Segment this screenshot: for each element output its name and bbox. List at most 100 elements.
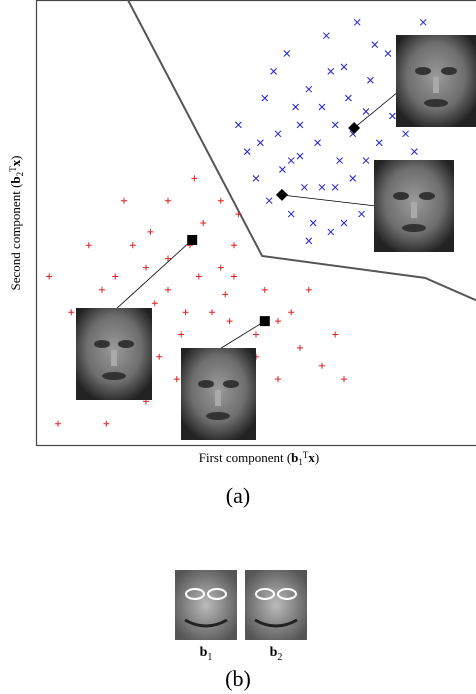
- label-part: b: [200, 645, 208, 660]
- scatter-point: [327, 68, 335, 75]
- scatter-point: [68, 309, 75, 316]
- label-part: 2: [277, 652, 282, 663]
- prototype-links: [114, 91, 399, 351]
- scatter-point: [129, 242, 136, 249]
- scatter-point: [279, 166, 286, 173]
- scatter-point: [332, 331, 339, 338]
- label-part: x: [308, 450, 315, 465]
- label-part: 2: [15, 172, 25, 177]
- label-part: T: [303, 450, 309, 460]
- scatter-point: [156, 353, 163, 360]
- face-image: [76, 308, 152, 400]
- scatter-point: [231, 242, 237, 249]
- prototype-marker: [348, 122, 361, 135]
- x-axis-label: First component (b1Tx): [199, 450, 320, 467]
- scatter-point: [121, 197, 127, 204]
- scatter-point: [362, 157, 370, 164]
- scatter-point: [103, 420, 110, 427]
- scatter-point: [191, 175, 198, 182]
- scatter-point: [265, 197, 273, 205]
- scatter-point: [305, 237, 313, 245]
- scatter-point: [165, 197, 171, 204]
- scatter-point: [257, 139, 264, 147]
- filter-image: [175, 570, 237, 640]
- face-images: [76, 35, 476, 440]
- scatter-point: [261, 286, 268, 293]
- scatter-point: [331, 121, 339, 129]
- scatter-point: [319, 362, 325, 369]
- scatter-point: [318, 183, 326, 191]
- scatter-point: [165, 255, 171, 262]
- scatter-point: [296, 152, 304, 160]
- scatter-point: [389, 112, 396, 120]
- scatter-point: [331, 183, 339, 191]
- scatter-point: [411, 148, 418, 155]
- scatter-point: [217, 264, 224, 271]
- scatter-point: [345, 94, 352, 102]
- panel-label: (a): [226, 483, 250, 508]
- filter-image: [245, 570, 307, 640]
- scatter-point: [147, 228, 154, 235]
- scatter-point: [362, 108, 370, 115]
- scatter-point: [151, 300, 158, 307]
- scatter-point: [112, 273, 119, 280]
- scatter-point: [173, 376, 180, 383]
- scatter-point: [55, 420, 61, 427]
- scatter-point: [384, 50, 392, 57]
- scatter-point: [165, 286, 171, 293]
- scatter-point: [283, 50, 291, 57]
- scatter-point: [367, 76, 374, 84]
- scatter-point: [231, 273, 237, 280]
- scatter-point: [340, 63, 348, 71]
- scatter-point: [253, 331, 259, 338]
- label-part: x: [8, 159, 23, 166]
- scatter-point: [274, 130, 282, 138]
- scatter-point: [375, 139, 383, 147]
- label-part: b: [270, 645, 278, 660]
- face-image: [396, 35, 476, 127]
- face-image: [181, 348, 256, 440]
- scatter-point: [292, 103, 299, 111]
- scatter-point: [85, 242, 92, 249]
- label-part: ): [8, 156, 23, 160]
- scatter-point: [222, 291, 229, 298]
- scatter-point: [349, 175, 357, 182]
- prototype-marker: [275, 188, 288, 201]
- label-part: b: [8, 176, 23, 183]
- scatter-point: [402, 130, 409, 138]
- scatter-point: [235, 121, 242, 129]
- scatter-point: [143, 264, 149, 271]
- decision-boundary: [127, 0, 476, 302]
- scatter-point: [217, 197, 224, 204]
- label-part: T: [8, 166, 18, 172]
- scatter-point: [305, 286, 312, 293]
- scatter-point: [297, 344, 303, 351]
- label-part: Second component (: [8, 184, 23, 291]
- scatter-point: [99, 286, 105, 293]
- scatter-point: [371, 41, 379, 48]
- filter-label: b1: [200, 645, 213, 663]
- label-part: b: [291, 450, 298, 465]
- scatter-point: [341, 376, 347, 383]
- label-part: ): [315, 450, 319, 465]
- label-part: 1: [298, 457, 303, 467]
- prototypes: [187, 122, 361, 327]
- scatter-point: [243, 148, 251, 155]
- y-axis-label: Second component (b2Tx): [8, 156, 25, 291]
- scatter-point: [353, 18, 361, 26]
- scatter-point: [182, 309, 189, 316]
- prototype-marker: [259, 316, 270, 327]
- scatter-point: [323, 32, 330, 40]
- scatter-point: [235, 211, 242, 218]
- scatter-point: [275, 318, 281, 325]
- scatter-point: [209, 309, 215, 316]
- scatter-point: [178, 331, 185, 338]
- label-part: First component (: [199, 450, 291, 465]
- scatter-point: [419, 18, 427, 26]
- face-image: [374, 160, 454, 252]
- scatter-point: [287, 157, 295, 164]
- scatter-point: [287, 210, 295, 218]
- scatter-point: [226, 318, 233, 325]
- scatter-point: [46, 273, 53, 280]
